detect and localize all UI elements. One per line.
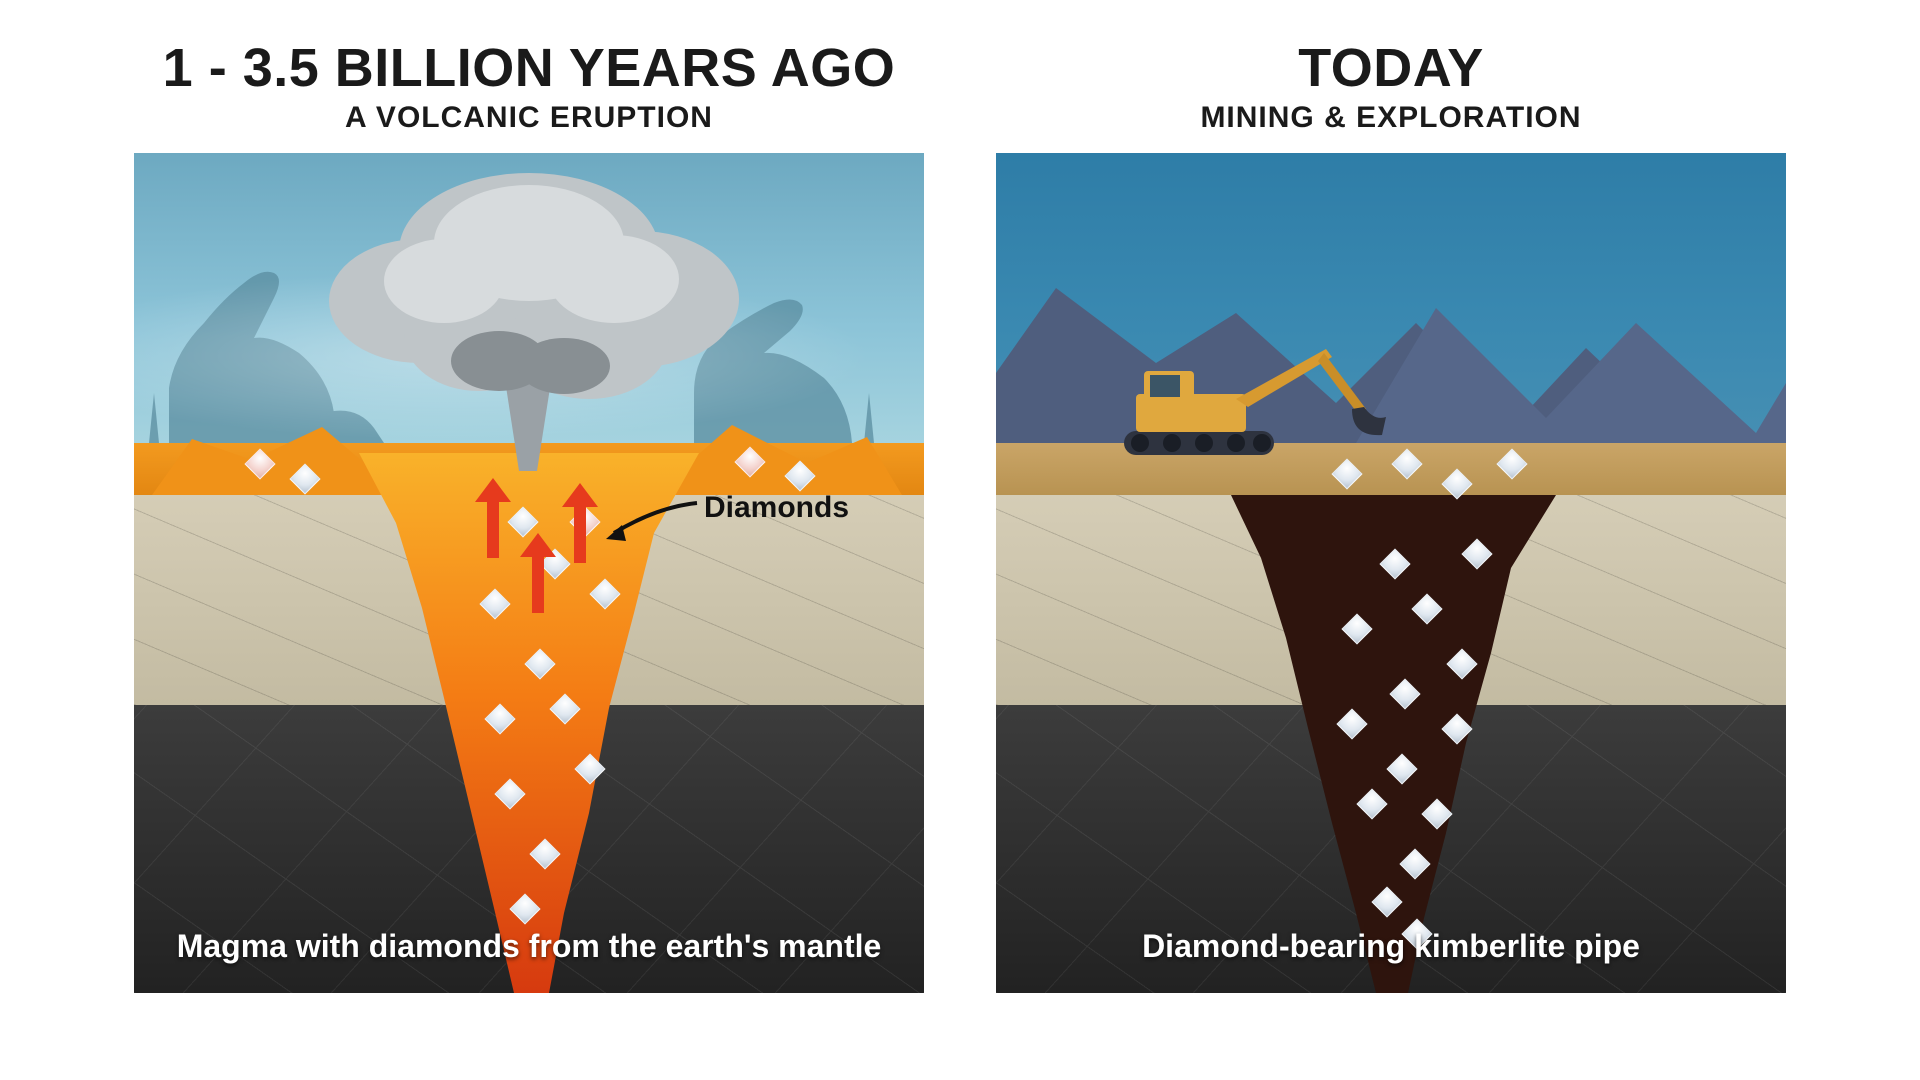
up-arrow-icon: [524, 533, 552, 613]
left-title: 1 - 3.5 BILLION YEARS AGO: [134, 40, 924, 97]
left-subtitle: A VOLCANIC ERUPTION: [134, 101, 924, 135]
right-caption: Diamond-bearing kimberlite pipe: [996, 928, 1786, 965]
annotation-arrow-icon: [602, 495, 702, 545]
ash-cloud-icon: [269, 171, 789, 471]
right-title: TODAY: [996, 40, 1786, 97]
diamonds-annotation-label: Diamonds: [704, 491, 849, 525]
right-illustration: Diamond-bearing kimberlite pipe: [996, 153, 1786, 993]
up-arrow-icon: [566, 483, 594, 563]
right-subtitle: MINING & EXPLORATION: [996, 101, 1786, 135]
panel-today: TODAY MINING & EXPLORATION: [996, 40, 1786, 993]
left-illustration: Diamonds Magma with diamonds from the ea…: [134, 153, 924, 993]
left-caption: Magma with diamonds from the earth's man…: [134, 928, 924, 965]
up-arrow-icon: [479, 478, 507, 558]
panel-prehistoric: 1 - 3.5 BILLION YEARS AGO A VOLCANIC ERU…: [134, 40, 924, 993]
excavator-icon: [1116, 339, 1396, 459]
